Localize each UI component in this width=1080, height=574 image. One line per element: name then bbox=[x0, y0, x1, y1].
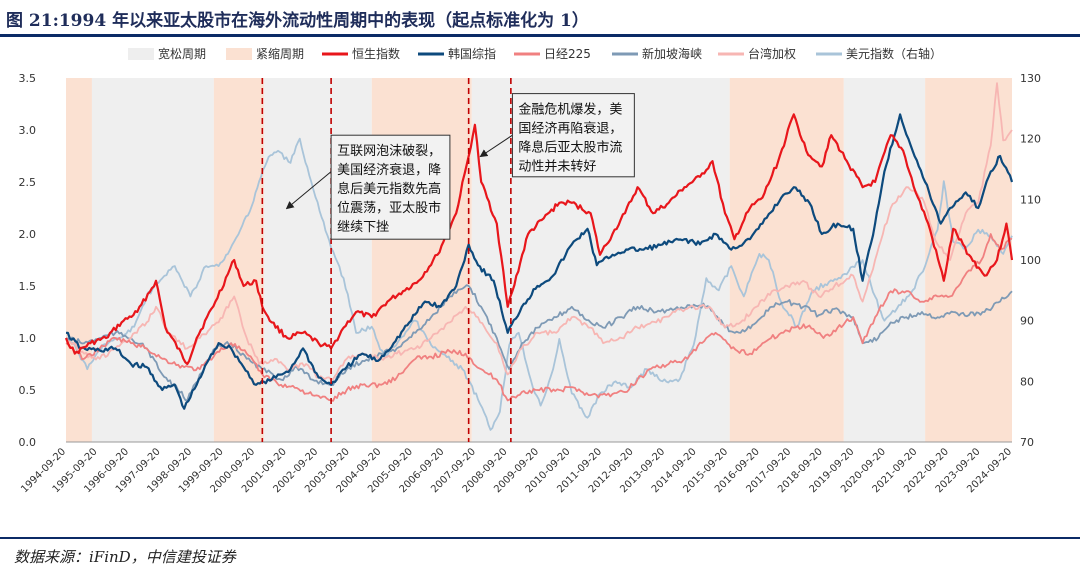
legend-label: 韩国综指 bbox=[448, 46, 496, 61]
figure-title: 图 21:1994 年以来亚太股市在海外流动性周期中的表现（起点标准化为 1） bbox=[6, 11, 589, 31]
annotation-text: 位震荡，亚太股市 bbox=[337, 200, 441, 216]
annotation-text: 美国经济衰退，降 bbox=[337, 162, 441, 178]
source-note: 数据来源：iFinD，中信建投证券 bbox=[14, 548, 236, 566]
y-right-tick-label: 80 bbox=[1020, 375, 1034, 388]
y-right-tick-label: 120 bbox=[1020, 133, 1041, 146]
shaded-period-tightening bbox=[66, 78, 92, 442]
y-left-tick-label: 1.0 bbox=[19, 332, 37, 345]
annotation-text: 国经济再陷衰退， bbox=[518, 121, 622, 137]
annotation-text: 息后美元指数先高 bbox=[337, 181, 441, 197]
annotation-text: 继续下挫 bbox=[337, 220, 389, 235]
series-line-4 bbox=[65, 82, 1013, 381]
annotation-text: 互联网泡沫破裂， bbox=[337, 144, 441, 159]
annotation-arrow bbox=[285, 171, 332, 210]
series-line-0 bbox=[64, 113, 1014, 366]
y-right-tick-label: 110 bbox=[1020, 193, 1041, 206]
event-lines bbox=[261, 78, 512, 442]
legend-label: 新加坡海峡 bbox=[642, 46, 702, 61]
series-line-1 bbox=[65, 113, 1014, 410]
legend-label: 美元指数（右轴） bbox=[846, 46, 942, 61]
annotation-text: 降息后亚太股市流 bbox=[518, 140, 622, 156]
y-left-tick-label: 1.5 bbox=[19, 280, 37, 293]
y-left-tick-label: 2.0 bbox=[19, 228, 37, 241]
chart-series bbox=[64, 82, 1014, 431]
legend-swatch bbox=[128, 48, 154, 60]
legend-label: 日经225 bbox=[544, 47, 591, 61]
shaded-period-tightening bbox=[213, 78, 264, 442]
series-line-5 bbox=[65, 137, 1013, 431]
y-right-tick-label: 90 bbox=[1020, 315, 1034, 328]
y-left-tick-label: 0.5 bbox=[19, 384, 37, 397]
chart-svg: 宽松周期 紧缩周期 恒生指数 韩国综指 日经225 新加坡海峡 台湾加权 美元指数（右轴） 0… bbox=[19, 46, 1042, 495]
y-left-tick-label: 0.0 bbox=[19, 436, 37, 449]
y-right-tick-label: 70 bbox=[1020, 436, 1034, 449]
legend-label: 台湾加权 bbox=[748, 46, 796, 61]
source-rule bbox=[0, 537, 1080, 539]
chart-legend: 宽松周期 紧缩周期 恒生指数 韩国综指 日经225 新加坡海峡 台湾加权 美元指数（右轴） bbox=[128, 46, 942, 61]
series-line-2 bbox=[65, 233, 1013, 402]
legend-label: 宽松周期 bbox=[158, 46, 206, 61]
annotation-text: 动性并未转好 bbox=[518, 160, 596, 175]
y-right-tick-label: 130 bbox=[1020, 72, 1041, 85]
y-left-tick-label: 3.5 bbox=[19, 72, 37, 85]
y-right-tick-label: 100 bbox=[1020, 254, 1041, 267]
annotation-text: 金融危机爆发，美 bbox=[518, 102, 622, 118]
legend-label: 恒生指数 bbox=[352, 46, 400, 61]
shaded-period-easing bbox=[843, 78, 926, 442]
legend-label: 紧缩周期 bbox=[256, 46, 304, 61]
shaded-period-easing bbox=[91, 78, 214, 442]
annotation-box bbox=[511, 93, 635, 178]
title-rule bbox=[0, 34, 1080, 37]
annotation-arrow bbox=[479, 134, 513, 158]
legend-swatch bbox=[226, 48, 252, 60]
annotation-box bbox=[330, 134, 451, 240]
shaded-period-tightening bbox=[371, 78, 472, 442]
y-left-tick-label: 2.5 bbox=[19, 176, 37, 189]
cycle-shading bbox=[66, 78, 1012, 442]
y-left-tick-label: 3.0 bbox=[19, 124, 37, 137]
